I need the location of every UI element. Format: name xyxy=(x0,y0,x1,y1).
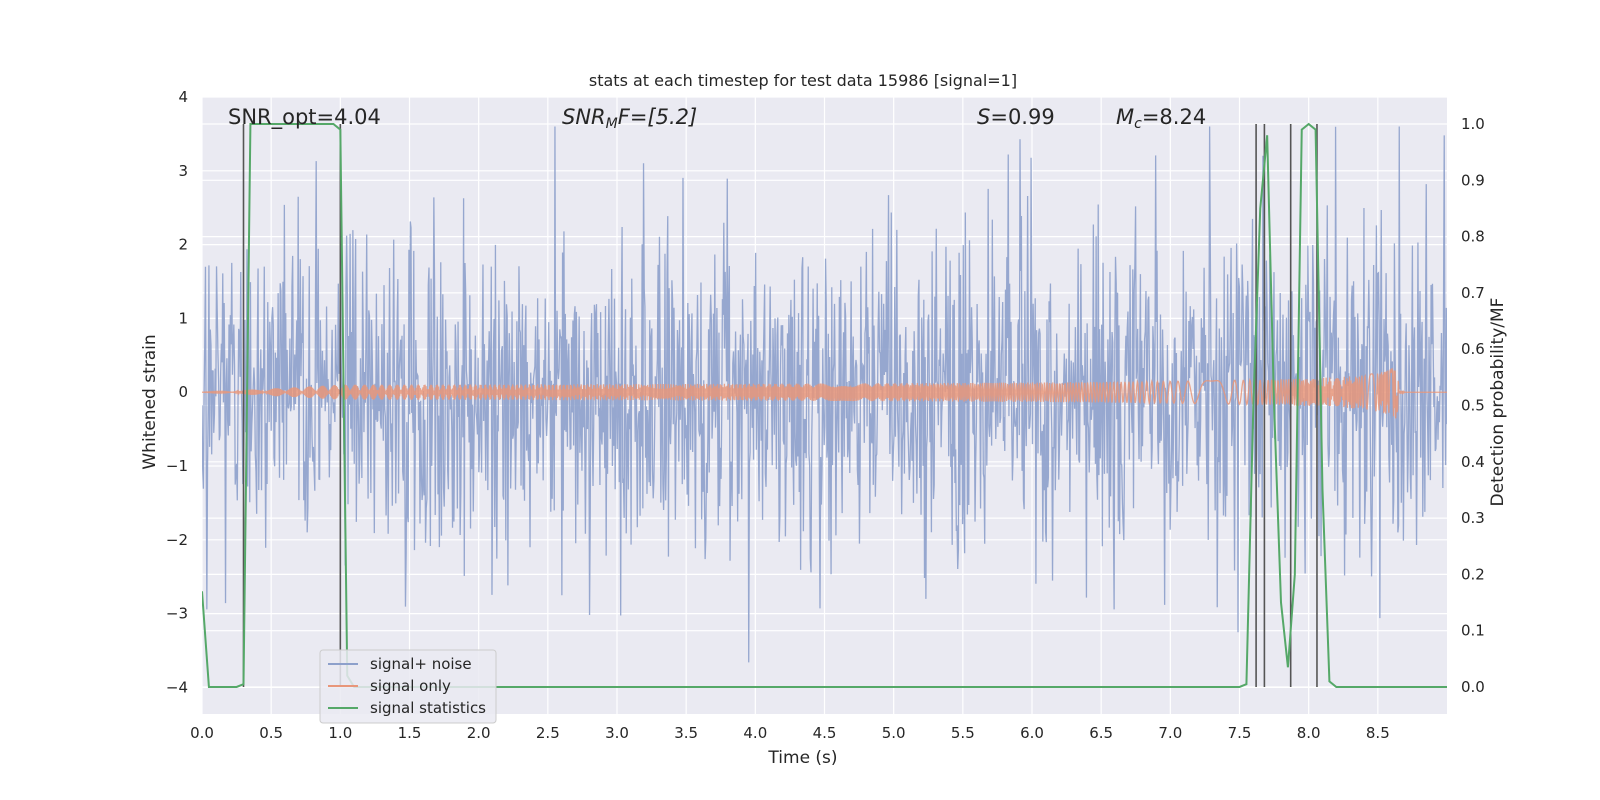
y-left-tick-label: 1 xyxy=(178,309,188,327)
chart-title: stats at each timestep for test data 159… xyxy=(589,71,1017,90)
x-axis-label: Time (s) xyxy=(767,748,837,768)
legend-label-signal-only: signal only xyxy=(370,677,451,695)
annotation-s-rest: =0.99 xyxy=(990,105,1054,129)
annotation-mc-rest: =8.24 xyxy=(1142,105,1206,129)
x-tick-label: 6.5 xyxy=(1089,724,1113,742)
x-tick-label: 1.0 xyxy=(328,724,352,742)
x-tick-label: 3.0 xyxy=(605,724,629,742)
y-right-tick-label: 0.6 xyxy=(1461,340,1485,358)
y-right-tick-label: 0.4 xyxy=(1461,453,1485,471)
x-tick-label: 6.0 xyxy=(1020,724,1044,742)
x-tick-label: 5.5 xyxy=(951,724,975,742)
x-tick-label: 4.5 xyxy=(813,724,837,742)
y-right-tick-label: 0.0 xyxy=(1461,678,1485,696)
annotation-snr-opt: SNR_opt=4.04 xyxy=(228,105,381,130)
y-left-tick-label: 3 xyxy=(178,162,188,180)
annotation-s: S=0.99 xyxy=(977,105,1055,129)
series-layer xyxy=(202,126,1447,663)
y-right-tick-label: 0.7 xyxy=(1461,284,1485,302)
y-right-tick-label: 0.3 xyxy=(1461,509,1485,527)
y-right-tick-label: 0.5 xyxy=(1461,397,1485,415)
series-signal-only xyxy=(202,368,1447,419)
x-tick-label: 0.5 xyxy=(259,724,283,742)
annotation-snr-mf-rest: F=[5.2] xyxy=(618,105,697,129)
y-right-tick-label: 0.1 xyxy=(1461,622,1485,640)
y-left-tick-label: −3 xyxy=(166,605,188,623)
x-tick-label: 2.5 xyxy=(536,724,560,742)
annotation-snr-mf-sub: M xyxy=(606,116,618,132)
y-left-tick-label: −4 xyxy=(166,678,188,696)
series-signal-noise xyxy=(202,126,1447,663)
legend-label-signal-statistics: signal statistics xyxy=(370,699,486,717)
y-axis-right-label: Detection probability/MF xyxy=(1488,298,1508,507)
y-left-tick-label: −2 xyxy=(166,531,188,549)
x-axis-ticks: 0.0 0.5 1.0 1.5 2.0 2.5 3.0 3.5 4.0 4.5 5.0 5.5 6.0 6… xyxy=(190,724,1390,742)
annotation-mc: Mc=8.24 xyxy=(1116,105,1206,132)
legend-label-signal-noise: signal+ noise xyxy=(370,655,472,673)
x-tick-label: 0.0 xyxy=(190,724,214,742)
x-tick-label: 2.0 xyxy=(467,724,491,742)
x-tick-label: 1.5 xyxy=(398,724,422,742)
y-left-tick-label: −1 xyxy=(166,457,188,475)
y-right-tick-label: 0.9 xyxy=(1461,171,1485,189)
annotation-snr-mf-main: SNR xyxy=(562,105,606,129)
y-axis-left-label: Whitened strain xyxy=(140,334,160,469)
legend-box xyxy=(319,649,497,724)
y-right-tick-label: 0.8 xyxy=(1461,228,1485,246)
x-tick-label: 3.5 xyxy=(674,724,698,742)
y-left-tick-label: 0 xyxy=(178,383,188,401)
y-left-tick-label: 2 xyxy=(178,236,188,254)
x-tick-label: 5.0 xyxy=(882,724,906,742)
y-right-tick-label: 0.2 xyxy=(1461,565,1485,583)
x-tick-label: 4.0 xyxy=(743,724,767,742)
y-axis-left-ticks: −4 −3 −2 −1 0 1 2 3 4 xyxy=(166,88,188,696)
annotation-mc-main: M xyxy=(1116,105,1134,129)
annotation-s-main: S xyxy=(977,105,990,129)
legend: signal+ noise signal only signal statist… xyxy=(319,649,497,724)
x-tick-label: 7.5 xyxy=(1228,724,1252,742)
x-tick-label: 8.5 xyxy=(1366,724,1390,742)
y-axis-right-ticks: 0.0 0.1 0.2 0.3 0.4 0.5 0.6 0.7 0.8 0.9 1.0 xyxy=(1461,115,1485,696)
annotation-mc-sub: c xyxy=(1134,116,1142,132)
series-signal-statistics xyxy=(202,122,1447,688)
annotation-snr-mf: SNRMF=[5.2] xyxy=(562,105,697,132)
probability-layer xyxy=(202,122,1447,688)
y-right-tick-label: 1.0 xyxy=(1461,115,1485,133)
x-tick-label: 7.0 xyxy=(1158,724,1182,742)
x-tick-label: 8.0 xyxy=(1297,724,1321,742)
y-left-tick-label: 4 xyxy=(178,88,188,106)
